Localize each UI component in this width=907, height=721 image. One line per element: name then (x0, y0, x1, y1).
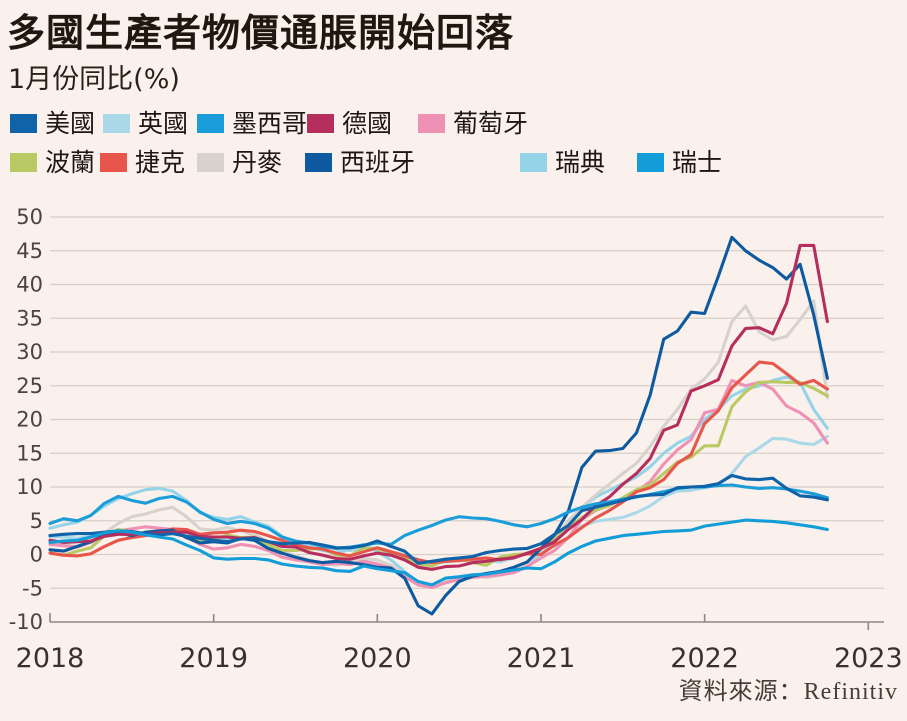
legend-item-spain: 西班牙 (305, 149, 415, 175)
y-tick-label: 40 (16, 273, 43, 297)
legend-swatch-mexico (197, 113, 224, 133)
legend-swatch-czech (100, 152, 127, 172)
legend-swatch-sweden (520, 152, 547, 172)
x-axis (49, 613, 884, 630)
legend-label-uk: 英國 (138, 108, 189, 138)
series-lines (48, 235, 829, 616)
chart-subtitle: 1月份同比(%) (8, 64, 180, 95)
legend-item-switzerland: 瑞士 (637, 149, 722, 175)
x-tick-label: 2018 (16, 643, 85, 674)
y-tick-label: 25 (16, 374, 43, 398)
y-tick-label: 15 (16, 441, 43, 465)
legend-swatch-portugal (418, 113, 445, 133)
y-tick-label: 35 (16, 306, 43, 330)
legend-swatch-germany (307, 113, 334, 133)
y-tick-label: -10 (9, 610, 43, 634)
x-tick-label: 2020 (343, 643, 412, 674)
line-switzerland (48, 518, 829, 587)
x-tick-label: 2022 (670, 643, 739, 674)
legend-item-mexico: 墨西哥 (197, 110, 307, 136)
legend-item-czech: 捷克 (100, 149, 185, 175)
source-note: 資料來源：Refinitiv (678, 679, 898, 705)
y-tick-label: 50 (16, 205, 43, 229)
y-tick-label: 5 (30, 509, 43, 533)
legend-label-czech: 捷克 (135, 147, 186, 177)
legend-item-uk: 英國 (103, 110, 188, 136)
legend-item-portugal: 葡萄牙 (418, 110, 528, 136)
line-denmark (48, 299, 829, 589)
line-spain (48, 235, 829, 616)
line-czech (48, 360, 829, 565)
x-axis-labels: 2018 2019 2020 2021 2022 2023 (16, 643, 903, 674)
legend-swatch-denmark (197, 152, 224, 172)
legend-item-poland: 波蘭 (10, 149, 95, 175)
legend-item-sweden: 瑞典 (520, 149, 605, 175)
x-tick-label: 2019 (179, 643, 248, 674)
legend-swatch-switzerland (637, 152, 664, 172)
line-germany (48, 243, 829, 571)
legend-swatch-spain (305, 152, 332, 172)
legend-label-sweden: 瑞典 (555, 147, 606, 177)
y-tick-label: 20 (16, 408, 43, 432)
line-usa (48, 473, 829, 565)
legend-label-poland: 波蘭 (45, 147, 96, 177)
y-tick-label: 30 (16, 340, 43, 364)
page-title: 多國生產者物價通脹開始回落 (7, 11, 515, 55)
legend-label-switzerland: 瑞士 (672, 147, 723, 177)
legend: 美國 英國 墨西哥 德國 葡萄牙波蘭 捷克 丹麥 西班牙 瑞典 瑞士 (0, 0, 907, 190)
legend-label-germany: 德國 (342, 108, 393, 138)
legend-item-denmark: 丹麥 (197, 149, 282, 175)
legend-swatch-uk (103, 113, 130, 133)
y-tick-label: 0 (30, 543, 43, 567)
legend-label-usa: 美國 (45, 108, 96, 138)
legend-label-portugal: 葡萄牙 (453, 108, 529, 138)
legend-label-spain: 西班牙 (340, 147, 416, 177)
y-tick-label: 45 (16, 239, 43, 263)
x-tick-label: 2023 (834, 643, 903, 674)
y-tick-label: 10 (16, 475, 43, 499)
legend-label-mexico: 墨西哥 (232, 108, 308, 138)
x-tick-label: 2021 (507, 643, 576, 674)
legend-item-germany: 德國 (307, 110, 392, 136)
legend-item-usa: 美國 (10, 110, 95, 136)
line-uk (48, 434, 829, 566)
legend-label-denmark: 丹麥 (232, 147, 283, 177)
legend-swatch-usa (10, 113, 37, 133)
y-tick-label: -5 (22, 576, 43, 600)
legend-swatch-poland (10, 152, 37, 172)
